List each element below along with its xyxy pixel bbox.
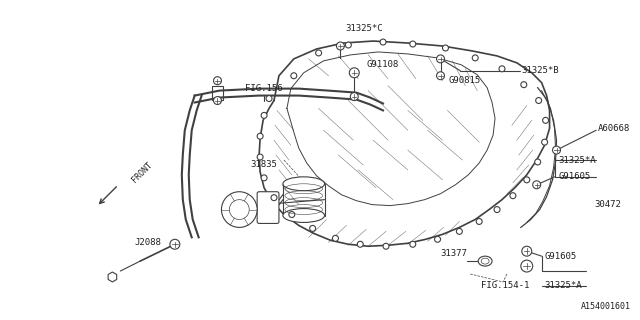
Circle shape xyxy=(435,236,440,242)
Text: 31325*C: 31325*C xyxy=(346,24,383,33)
Circle shape xyxy=(289,212,295,218)
Circle shape xyxy=(534,159,541,165)
Text: A60668: A60668 xyxy=(598,124,630,133)
Circle shape xyxy=(357,241,364,247)
Circle shape xyxy=(316,50,321,56)
Text: A154001601: A154001601 xyxy=(581,302,631,311)
Circle shape xyxy=(510,193,516,199)
FancyBboxPatch shape xyxy=(257,192,279,223)
Circle shape xyxy=(410,241,416,247)
Circle shape xyxy=(221,192,257,228)
Circle shape xyxy=(257,133,263,139)
Circle shape xyxy=(436,72,445,80)
Circle shape xyxy=(476,219,482,224)
Circle shape xyxy=(410,41,416,47)
Circle shape xyxy=(383,243,389,249)
Text: G91605: G91605 xyxy=(559,172,591,181)
Circle shape xyxy=(214,77,221,85)
Circle shape xyxy=(346,42,351,48)
Circle shape xyxy=(170,239,180,249)
Ellipse shape xyxy=(283,209,324,222)
Circle shape xyxy=(291,73,297,79)
Circle shape xyxy=(536,98,541,103)
Circle shape xyxy=(261,112,267,118)
Circle shape xyxy=(271,195,277,201)
Circle shape xyxy=(266,96,272,101)
Text: 31377: 31377 xyxy=(440,249,467,258)
Text: 31835: 31835 xyxy=(250,160,277,170)
Circle shape xyxy=(521,82,527,88)
Text: 31325*A: 31325*A xyxy=(559,156,596,164)
Circle shape xyxy=(532,181,541,189)
Circle shape xyxy=(349,68,359,78)
Circle shape xyxy=(552,146,561,154)
Ellipse shape xyxy=(481,258,489,264)
Circle shape xyxy=(521,260,532,272)
Circle shape xyxy=(472,55,478,61)
Circle shape xyxy=(499,66,505,72)
Text: G90815: G90815 xyxy=(449,76,481,85)
Text: FRONT: FRONT xyxy=(131,161,154,185)
Text: 30472: 30472 xyxy=(594,200,621,209)
Circle shape xyxy=(310,225,316,231)
Circle shape xyxy=(494,207,500,212)
Circle shape xyxy=(524,177,530,183)
Circle shape xyxy=(442,45,449,51)
Text: G91108: G91108 xyxy=(366,60,399,69)
FancyBboxPatch shape xyxy=(212,86,223,100)
Circle shape xyxy=(380,39,386,45)
Text: G91605: G91605 xyxy=(545,252,577,261)
Circle shape xyxy=(541,139,548,145)
Circle shape xyxy=(337,42,344,50)
Circle shape xyxy=(332,235,339,241)
Circle shape xyxy=(522,246,532,256)
Text: FIG.156: FIG.156 xyxy=(245,84,283,93)
Circle shape xyxy=(350,92,358,100)
Text: 31325*B: 31325*B xyxy=(522,66,559,75)
Text: 31325*A: 31325*A xyxy=(545,281,582,290)
Circle shape xyxy=(257,154,263,160)
Text: FIG.154-1: FIG.154-1 xyxy=(481,281,529,290)
Circle shape xyxy=(543,117,548,123)
Text: J2088: J2088 xyxy=(134,238,161,247)
Circle shape xyxy=(229,200,249,220)
Circle shape xyxy=(436,55,445,63)
Ellipse shape xyxy=(478,256,492,266)
Circle shape xyxy=(261,175,267,181)
Circle shape xyxy=(456,228,462,234)
Ellipse shape xyxy=(283,177,324,191)
Circle shape xyxy=(214,97,221,105)
